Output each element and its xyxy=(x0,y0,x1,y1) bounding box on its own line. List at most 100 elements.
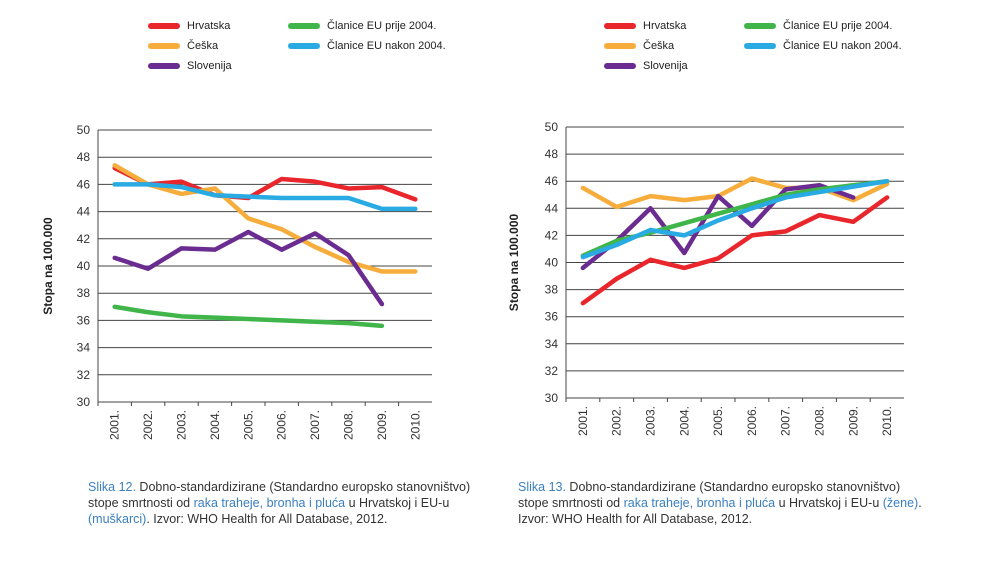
legend-label: Češka xyxy=(187,40,219,52)
series-line xyxy=(112,165,418,202)
series-line xyxy=(580,178,890,260)
caption-text: . Izvor: WHO Health for All Database, 20… xyxy=(518,496,922,526)
caption-right: Slika 13. Dobno-standardizirane (Standar… xyxy=(518,479,928,527)
series-line xyxy=(112,229,385,307)
y-tick-label: 48 xyxy=(545,147,559,161)
series-line xyxy=(580,176,890,210)
x-tick-label: 2005. xyxy=(711,406,725,436)
y-tick-label: 36 xyxy=(545,310,559,324)
y-axis-label: Stopa na 100.000 xyxy=(41,217,55,315)
y-tick-label: 50 xyxy=(545,120,559,134)
x-tick-label: 2003. xyxy=(175,410,189,440)
legend-item: Hrvatska xyxy=(604,20,686,32)
legend-item: Članice EU prije 2004. xyxy=(744,20,892,32)
legend-item: Češka xyxy=(604,40,674,52)
x-tick-label: 2007. xyxy=(308,410,322,440)
y-tick-label: 42 xyxy=(77,232,91,246)
legend-label: Članice EU nakon 2004. xyxy=(783,40,902,52)
caption-accent: raka traheje, bronha i pluća xyxy=(623,496,776,510)
caption-text: u Hrvatskoj i EU-u xyxy=(345,496,450,510)
x-tick-label: 2003. xyxy=(644,406,658,436)
x-tick-label: 2002. xyxy=(610,406,624,436)
y-axis-label: Stopa na 100.000 xyxy=(507,213,521,311)
legend-item: Slovenija xyxy=(604,60,688,72)
x-tick-label: 2008. xyxy=(342,410,356,440)
legend-right: Hrvatska Češka Slovenija Članice EU prije 2… xyxy=(500,14,1000,84)
legend-label: Češka xyxy=(643,40,675,52)
x-tick-label: 2002. xyxy=(141,410,155,440)
series-line xyxy=(112,163,418,274)
y-tick-label: 44 xyxy=(545,201,559,215)
caption-accent: (žene) xyxy=(882,496,919,510)
chart-panel-left: 30 32 34 36 38 40 42 44 46 48 50 2001. 2002. 2003. 200… xyxy=(0,14,500,527)
legend-label: Članice EU prije 2004. xyxy=(327,20,437,32)
caption-text: Dobno-standardizirane (Standardno europs… xyxy=(518,480,901,510)
y-tick-label: 36 xyxy=(77,313,91,327)
caption-text: u Hrvatskoj i EU-u xyxy=(775,496,883,510)
y-tick-label: 34 xyxy=(545,337,559,351)
series-line xyxy=(580,195,890,306)
x-tick-label: 2010. xyxy=(880,406,894,436)
series-line xyxy=(112,182,418,212)
caption-text: . Izvor: WHO Health for All Database, 20… xyxy=(146,512,388,526)
x-tick-label: 2006. xyxy=(275,410,289,440)
y-tick-label: 48 xyxy=(77,150,91,164)
x-tick-label: 2001. xyxy=(576,406,590,436)
y-tick-label: 38 xyxy=(545,283,559,297)
y-tick-label: 38 xyxy=(77,286,91,300)
x-tick-label: 2005. xyxy=(241,410,255,440)
caption-figure-label: Slika 13. xyxy=(518,480,566,494)
legend-label: Slovenija xyxy=(187,60,232,72)
caption-left: Slika 12. Dobno-standardizirane (Standar… xyxy=(88,479,488,527)
x-tick-label: 2010. xyxy=(408,410,422,440)
x-tick-label: 2004. xyxy=(208,410,222,440)
legend-swatch xyxy=(148,23,180,29)
legend-swatch xyxy=(604,23,636,29)
x-tick-label: 2008. xyxy=(813,406,827,436)
legend-item: Češka xyxy=(148,40,218,52)
y-tick-label: 30 xyxy=(545,391,559,405)
legend-swatch xyxy=(148,43,180,49)
legend-left: Hrvatska Češka Slovenija Članice EU prije 2… xyxy=(0,14,500,84)
legend-swatch xyxy=(288,23,320,29)
legend-swatch xyxy=(288,43,320,49)
y-tick-label: 32 xyxy=(545,364,559,378)
series-line xyxy=(580,183,856,271)
legend-swatch xyxy=(148,63,180,69)
caption-figure-label: Slika 12. xyxy=(88,480,136,494)
y-tick-label: 32 xyxy=(77,368,91,382)
legend-item: Članice EU nakon 2004. xyxy=(744,40,902,52)
y-tick-label: 50 xyxy=(77,123,91,137)
x-tick-label: 2001. xyxy=(108,410,122,440)
legend-label: Članice EU prije 2004. xyxy=(783,20,893,32)
chart-panel-right: 30 32 34 36 38 40 42 44 46 48 50 2001. 2002. 2003. 200… xyxy=(500,0,1000,585)
caption-text: Dobno-standardizirane (Standardno europs… xyxy=(88,480,471,510)
legend-item: Hrvatska xyxy=(148,20,230,32)
y-tick-label: 44 xyxy=(77,205,91,219)
legend-label: Hrvatska xyxy=(643,20,687,32)
x-tick-label: 2007. xyxy=(779,406,793,436)
legend-swatch xyxy=(744,23,776,29)
legend-swatch xyxy=(604,63,636,69)
chart-right: 30 32 34 36 38 40 42 44 46 48 50 2001. 2002. 2003. 200… xyxy=(507,120,904,436)
y-tick-label: 46 xyxy=(77,177,91,191)
y-tick-label: 40 xyxy=(77,259,91,273)
chart-left: 30 32 34 36 38 40 42 44 46 48 50 2001. 2002. 2003. 200… xyxy=(41,123,432,440)
caption-accent: (muškarci) xyxy=(88,512,147,526)
y-tick-label: 40 xyxy=(545,256,559,270)
x-tick-label: 2006. xyxy=(745,406,759,436)
y-tick-label: 30 xyxy=(77,395,91,409)
legend-swatch xyxy=(744,43,776,49)
y-tick-label: 46 xyxy=(545,174,559,188)
legend-item: Slovenija xyxy=(148,60,232,72)
x-tick-label: 2004. xyxy=(677,406,691,436)
legend-item: Članice EU prije 2004. xyxy=(288,20,436,32)
series-line xyxy=(112,304,385,329)
x-tick-label: 2009. xyxy=(375,410,389,440)
legend-label: Slovenija xyxy=(643,60,688,72)
x-tick-label: 2009. xyxy=(846,406,860,436)
y-tick-label: 42 xyxy=(545,228,559,242)
caption-accent: raka traheje, bronha i pluća xyxy=(193,496,346,510)
legend-item: Članice EU nakon 2004. xyxy=(288,40,446,52)
legend-swatch xyxy=(604,43,636,49)
